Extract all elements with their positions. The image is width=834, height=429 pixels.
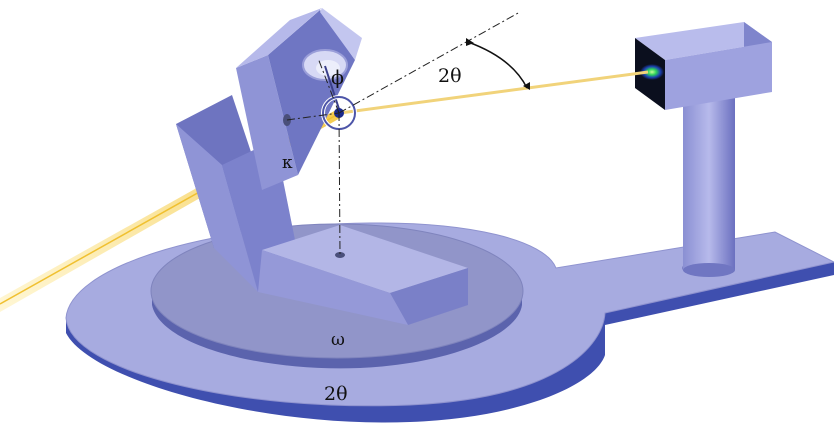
two-theta-base-label: 2θ: [324, 383, 348, 405]
post-bottom: [683, 263, 735, 277]
kappa-arm: [176, 8, 468, 325]
kappa-axis-line: [286, 112, 340, 121]
two-theta-arc: [466, 38, 530, 90]
diffracted-beam: [339, 70, 649, 115]
diffraction-spot: [640, 64, 664, 80]
detector-assembly: [635, 22, 772, 277]
beam-extension-line: [338, 11, 521, 114]
omega-label: ω: [331, 330, 345, 350]
stage-block-left: [258, 250, 408, 325]
kappa-label: κ: [282, 153, 293, 173]
phi-label: ϕ: [331, 67, 344, 89]
omega-axis-hole: [335, 252, 345, 258]
sample-holder: [321, 65, 357, 131]
stage-block-top: [262, 225, 468, 293]
phi-head-inner: [316, 60, 340, 76]
detector-front: [665, 42, 772, 110]
omega-axis-line: [338, 112, 341, 256]
axis-lines: [286, 11, 521, 256]
two-theta-angle-label: 2θ: [438, 65, 462, 87]
phi-axis-line: [317, 57, 340, 114]
upper-arm-top: [236, 8, 322, 68]
upper-arm-front: [236, 55, 298, 190]
upper-arm-cap: [320, 8, 362, 60]
stage-block-front: [390, 268, 468, 325]
kappa-block-front: [176, 124, 258, 292]
detector-top: [635, 22, 772, 60]
detector-post: [683, 95, 735, 270]
